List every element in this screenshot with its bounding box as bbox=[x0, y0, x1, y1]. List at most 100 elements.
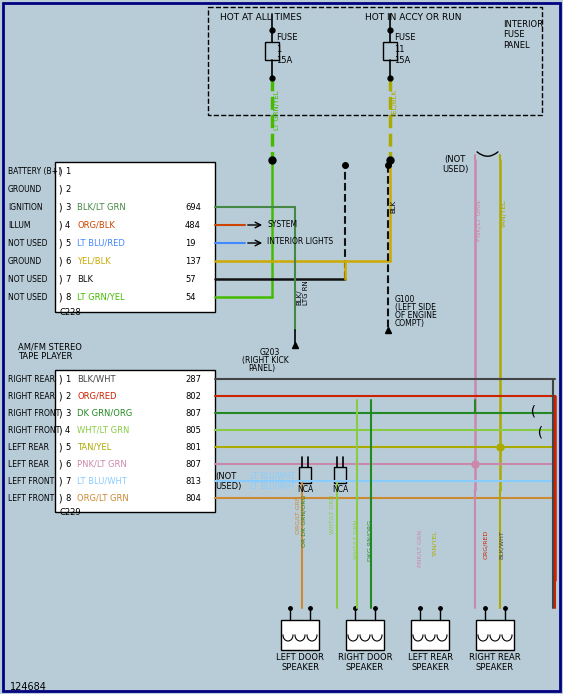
Text: BLK: BLK bbox=[77, 275, 93, 284]
Text: BLK/WHT: BLK/WHT bbox=[77, 375, 115, 384]
Text: WHT/LT GRN: WHT/LT GRN bbox=[77, 425, 129, 434]
Text: GROUND: GROUND bbox=[8, 185, 42, 194]
Text: PNK/LT GRN: PNK/LT GRN bbox=[418, 530, 423, 567]
Text: 805: 805 bbox=[185, 425, 201, 434]
Text: (NOT
USED): (NOT USED) bbox=[442, 155, 468, 174]
Text: LT BLU/WHT: LT BLU/WHT bbox=[250, 471, 295, 480]
Text: 1: 1 bbox=[276, 45, 282, 54]
Text: (RIGHT KICK: (RIGHT KICK bbox=[242, 356, 289, 365]
Text: TAN/YEL: TAN/YEL bbox=[77, 443, 111, 452]
Text: 287: 287 bbox=[185, 375, 201, 384]
Text: 484: 484 bbox=[185, 221, 201, 230]
Bar bbox=[299, 467, 311, 483]
Text: ORG/LT GRN: ORG/LT GRN bbox=[77, 493, 129, 502]
Text: LT BLU/WHT: LT BLU/WHT bbox=[250, 482, 295, 491]
Text: LEFT DOOR
SPEAKER: LEFT DOOR SPEAKER bbox=[276, 653, 324, 672]
Text: PNK/LT GRN: PNK/LT GRN bbox=[476, 200, 482, 241]
Text: C228: C228 bbox=[60, 308, 82, 317]
Text: LEFT REAR
SPEAKER: LEFT REAR SPEAKER bbox=[408, 653, 453, 672]
Text: LEFT FRONT: LEFT FRONT bbox=[8, 493, 54, 502]
Text: PNK/LT GRN: PNK/LT GRN bbox=[77, 459, 127, 468]
Text: DK GRN/ORG: DK GRN/ORG bbox=[77, 409, 132, 418]
Text: YEL/BLK: YEL/BLK bbox=[392, 90, 398, 118]
Text: NCA: NCA bbox=[297, 485, 313, 494]
Text: RIGHT DOOR
SPEAKER: RIGHT DOOR SPEAKER bbox=[338, 653, 392, 672]
Text: LT GRN/YEL: LT GRN/YEL bbox=[77, 292, 124, 301]
Text: NOT USED: NOT USED bbox=[8, 275, 47, 284]
Text: ): ) bbox=[57, 493, 63, 503]
Text: IGNITION: IGNITION bbox=[8, 203, 43, 212]
Text: LT BLU/WHT: LT BLU/WHT bbox=[77, 477, 127, 486]
Text: SYSTEM: SYSTEM bbox=[267, 219, 297, 228]
Text: RIGHT REAR: RIGHT REAR bbox=[8, 375, 55, 384]
Text: DKG RN/ORG: DKG RN/ORG bbox=[367, 520, 372, 561]
Text: WHT/LT GRN: WHT/LT GRN bbox=[330, 495, 335, 534]
Text: ): ) bbox=[57, 374, 63, 384]
Text: NOT USED: NOT USED bbox=[8, 292, 47, 301]
Text: 137: 137 bbox=[185, 257, 201, 266]
Text: YEL/BLK: YEL/BLK bbox=[77, 257, 111, 266]
Text: TAN/YEL: TAN/YEL bbox=[501, 200, 507, 228]
Text: AM/FM STEREO
TAPE PLAYER: AM/FM STEREO TAPE PLAYER bbox=[18, 342, 82, 362]
Bar bbox=[411, 620, 449, 650]
Text: GROUND: GROUND bbox=[8, 257, 42, 266]
Text: RIGHT REAR
SPEAKER: RIGHT REAR SPEAKER bbox=[469, 653, 521, 672]
Text: 57: 57 bbox=[185, 275, 195, 284]
Text: RIGHT REAR: RIGHT REAR bbox=[8, 391, 55, 400]
Text: 124684: 124684 bbox=[10, 682, 47, 692]
Text: FUSE: FUSE bbox=[276, 33, 297, 42]
Text: 813: 813 bbox=[185, 477, 201, 486]
Text: HOT AT ALL TIMES: HOT AT ALL TIMES bbox=[220, 13, 302, 22]
Bar bbox=[208, 7, 542, 115]
Text: ): ) bbox=[57, 391, 63, 401]
Text: G100: G100 bbox=[395, 295, 415, 304]
Text: HOT IN ACCY OR RUN: HOT IN ACCY OR RUN bbox=[365, 13, 462, 22]
Text: 1: 1 bbox=[65, 375, 70, 384]
Text: ): ) bbox=[57, 292, 63, 302]
Text: ORG/BLK: ORG/BLK bbox=[77, 221, 115, 230]
Text: 3: 3 bbox=[65, 409, 70, 418]
Bar bbox=[383, 42, 397, 60]
Text: 807: 807 bbox=[185, 459, 201, 468]
Text: LEFT REAR: LEFT REAR bbox=[8, 443, 49, 452]
Bar bbox=[476, 620, 514, 650]
Text: RIGHT FRONT: RIGHT FRONT bbox=[8, 425, 60, 434]
Text: 801: 801 bbox=[185, 443, 201, 452]
Text: BLK/WHT: BLK/WHT bbox=[499, 530, 504, 559]
Text: 2: 2 bbox=[65, 391, 70, 400]
Text: ): ) bbox=[57, 238, 63, 248]
Text: INTERIOR LIGHTS: INTERIOR LIGHTS bbox=[267, 237, 333, 246]
Text: 6: 6 bbox=[65, 459, 70, 468]
Text: G203: G203 bbox=[260, 348, 280, 357]
Bar bbox=[346, 620, 384, 650]
Text: ): ) bbox=[57, 202, 63, 212]
Text: ORG/RED: ORG/RED bbox=[77, 391, 117, 400]
Text: 3: 3 bbox=[65, 203, 70, 212]
Text: ): ) bbox=[57, 459, 63, 469]
Text: 2: 2 bbox=[65, 185, 70, 194]
Text: ): ) bbox=[57, 476, 63, 486]
Text: ): ) bbox=[57, 184, 63, 194]
Text: ): ) bbox=[57, 408, 63, 418]
Text: OR DK GRN/ORG: OR DK GRN/ORG bbox=[301, 495, 306, 548]
Text: LEFT REAR: LEFT REAR bbox=[8, 459, 49, 468]
Text: ): ) bbox=[57, 274, 63, 284]
Text: USED): USED) bbox=[215, 482, 242, 491]
Text: ): ) bbox=[57, 220, 63, 230]
Text: ORG/RED: ORG/RED bbox=[483, 530, 488, 559]
Text: LEFT FRONT: LEFT FRONT bbox=[8, 477, 54, 486]
Text: 15A: 15A bbox=[276, 56, 292, 65]
Text: ): ) bbox=[57, 425, 63, 435]
Text: BLK/
LTG RN: BLK/ LTG RN bbox=[296, 280, 309, 305]
Text: BLK: BLK bbox=[390, 200, 396, 213]
Text: C229: C229 bbox=[60, 508, 82, 517]
Text: ILLUM: ILLUM bbox=[8, 221, 30, 230]
Text: 802: 802 bbox=[185, 391, 201, 400]
Text: PANEL): PANEL) bbox=[248, 364, 275, 373]
Text: LT BLU/RED: LT BLU/RED bbox=[77, 239, 125, 248]
Text: NCA: NCA bbox=[332, 485, 348, 494]
Text: 6: 6 bbox=[65, 257, 70, 266]
Text: ORG/LT GRN: ORG/LT GRN bbox=[295, 495, 300, 534]
Bar bbox=[281, 620, 319, 650]
Text: (: ( bbox=[528, 404, 537, 418]
